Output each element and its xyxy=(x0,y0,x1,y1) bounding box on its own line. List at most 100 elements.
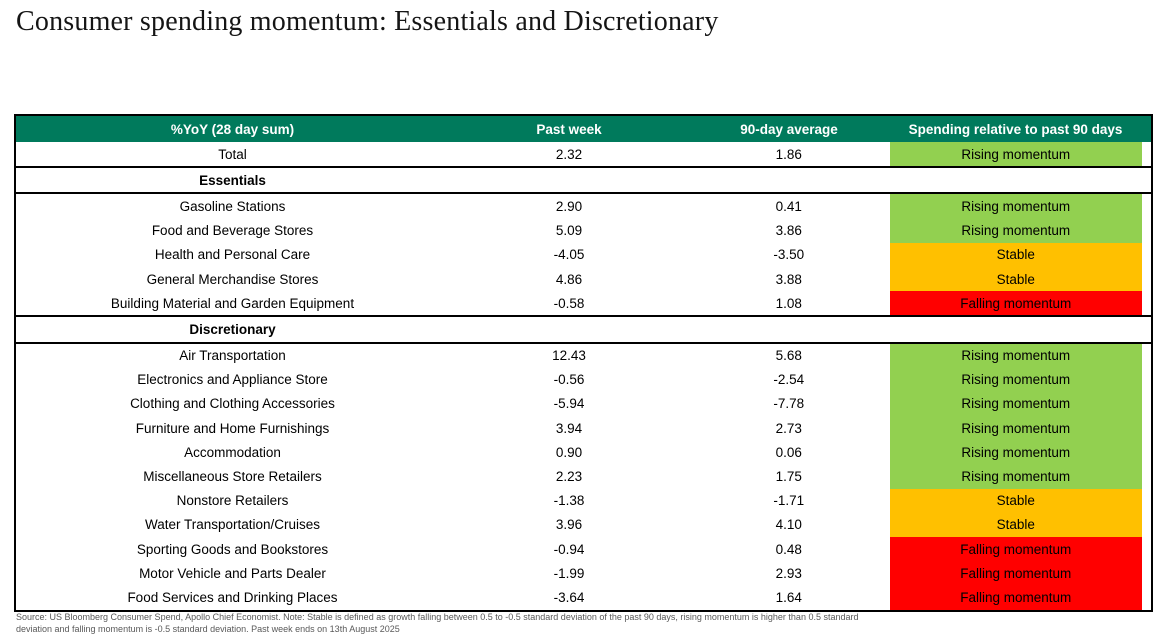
category-label: Building Material and Garden Equipment xyxy=(15,291,449,316)
avg-90-value: 3.86 xyxy=(689,219,889,243)
gutter-cell xyxy=(1142,343,1152,368)
section-label: Essentials xyxy=(15,167,449,193)
avg-90-value: 1.75 xyxy=(689,464,889,488)
table-row: Electronics and Appliance Store-0.56-2.5… xyxy=(15,368,1152,392)
gutter-cell xyxy=(1142,368,1152,392)
status-cell: Stable xyxy=(889,267,1142,291)
column-header-90-day: 90-day average xyxy=(689,115,889,142)
section-row: Discretionary xyxy=(15,316,1152,342)
status-cell: Rising momentum xyxy=(889,464,1142,488)
avg-90-value: 3.88 xyxy=(689,267,889,291)
category-label: Clothing and Clothing Accessories xyxy=(15,392,449,416)
table-row: Clothing and Clothing Accessories-5.94-7… xyxy=(15,392,1152,416)
status-cell: Falling momentum xyxy=(889,585,1142,610)
status-cell: Rising momentum xyxy=(889,142,1142,167)
gutter-cell xyxy=(1142,561,1152,585)
column-header-past-week: Past week xyxy=(449,115,689,142)
past-week-value: 3.94 xyxy=(449,416,689,440)
past-week-value: -0.58 xyxy=(449,291,689,316)
past-week-value: 0.90 xyxy=(449,440,689,464)
category-label: Gasoline Stations xyxy=(15,193,449,218)
past-week-value: 3.96 xyxy=(449,513,689,537)
status-cell: Stable xyxy=(889,243,1142,267)
status-cell: Falling momentum xyxy=(889,291,1142,316)
category-label: Health and Personal Care xyxy=(15,243,449,267)
status-cell: Rising momentum xyxy=(889,392,1142,416)
table-header-row: %YoY (28 day sum) Past week 90-day avera… xyxy=(15,115,1152,142)
category-label: Furniture and Home Furnishings xyxy=(15,416,449,440)
avg-90-value: 4.10 xyxy=(689,513,889,537)
column-header-gutter xyxy=(1142,115,1152,142)
avg-90-value: -1.71 xyxy=(689,489,889,513)
gutter-cell xyxy=(1142,193,1152,218)
status-cell: Falling momentum xyxy=(889,561,1142,585)
avg-90-value: 2.73 xyxy=(689,416,889,440)
status-cell: Stable xyxy=(889,513,1142,537)
table-row: Building Material and Garden Equipment-0… xyxy=(15,291,1152,316)
category-label: Food and Beverage Stores xyxy=(15,219,449,243)
gutter-cell xyxy=(1142,489,1152,513)
gutter-cell xyxy=(1142,243,1152,267)
past-week-value: 2.90 xyxy=(449,193,689,218)
footnote-line-2: deviation and falling momentum is -0.5 s… xyxy=(16,624,1150,635)
past-week-value: 2.23 xyxy=(449,464,689,488)
gutter-cell xyxy=(1142,291,1152,316)
status-cell: Rising momentum xyxy=(889,440,1142,464)
avg-90-value: 0.41 xyxy=(689,193,889,218)
column-header-yoy: %YoY (28 day sum) xyxy=(15,115,449,142)
status-cell: Falling momentum xyxy=(889,537,1142,561)
category-label: Electronics and Appliance Store xyxy=(15,368,449,392)
gutter-cell xyxy=(1142,585,1152,610)
avg-90-value: 1.64 xyxy=(689,585,889,610)
past-week-value: -1.38 xyxy=(449,489,689,513)
past-week-value: -1.99 xyxy=(449,561,689,585)
gutter-cell xyxy=(1142,513,1152,537)
past-week-value: -0.94 xyxy=(449,537,689,561)
avg-90-value: 0.48 xyxy=(689,537,889,561)
gutter-cell xyxy=(1142,267,1152,291)
category-label: Miscellaneous Store Retailers xyxy=(15,464,449,488)
status-cell: Rising momentum xyxy=(889,193,1142,218)
past-week-value: 5.09 xyxy=(449,219,689,243)
gutter-cell xyxy=(1142,219,1152,243)
status-cell: Stable xyxy=(889,489,1142,513)
category-label: General Merchandise Stores xyxy=(15,267,449,291)
category-label: Food Services and Drinking Places xyxy=(15,585,449,610)
avg-90-value: -7.78 xyxy=(689,392,889,416)
past-week-value: -4.05 xyxy=(449,243,689,267)
gutter-cell xyxy=(1142,416,1152,440)
status-cell: Rising momentum xyxy=(889,416,1142,440)
avg-90-value: 1.86 xyxy=(689,142,889,167)
avg-90-value: 2.93 xyxy=(689,561,889,585)
status-cell: Rising momentum xyxy=(889,219,1142,243)
avg-90-value: 1.08 xyxy=(689,291,889,316)
category-label: Motor Vehicle and Parts Dealer xyxy=(15,561,449,585)
gutter-cell xyxy=(1142,537,1152,561)
status-cell: Rising momentum xyxy=(889,343,1142,368)
avg-90-value: -3.50 xyxy=(689,243,889,267)
category-label: Nonstore Retailers xyxy=(15,489,449,513)
section-row: Essentials xyxy=(15,167,1152,193)
category-label: Sporting Goods and Bookstores xyxy=(15,537,449,561)
avg-90-value: 5.68 xyxy=(689,343,889,368)
status-cell: Rising momentum xyxy=(889,368,1142,392)
footnote-line-1: Source: US Bloomberg Consumer Spend, Apo… xyxy=(16,612,1150,624)
past-week-value: -5.94 xyxy=(449,392,689,416)
column-header-spending-relative: Spending relative to past 90 days xyxy=(889,115,1142,142)
gutter-cell xyxy=(1142,440,1152,464)
avg-90-value: 0.06 xyxy=(689,440,889,464)
